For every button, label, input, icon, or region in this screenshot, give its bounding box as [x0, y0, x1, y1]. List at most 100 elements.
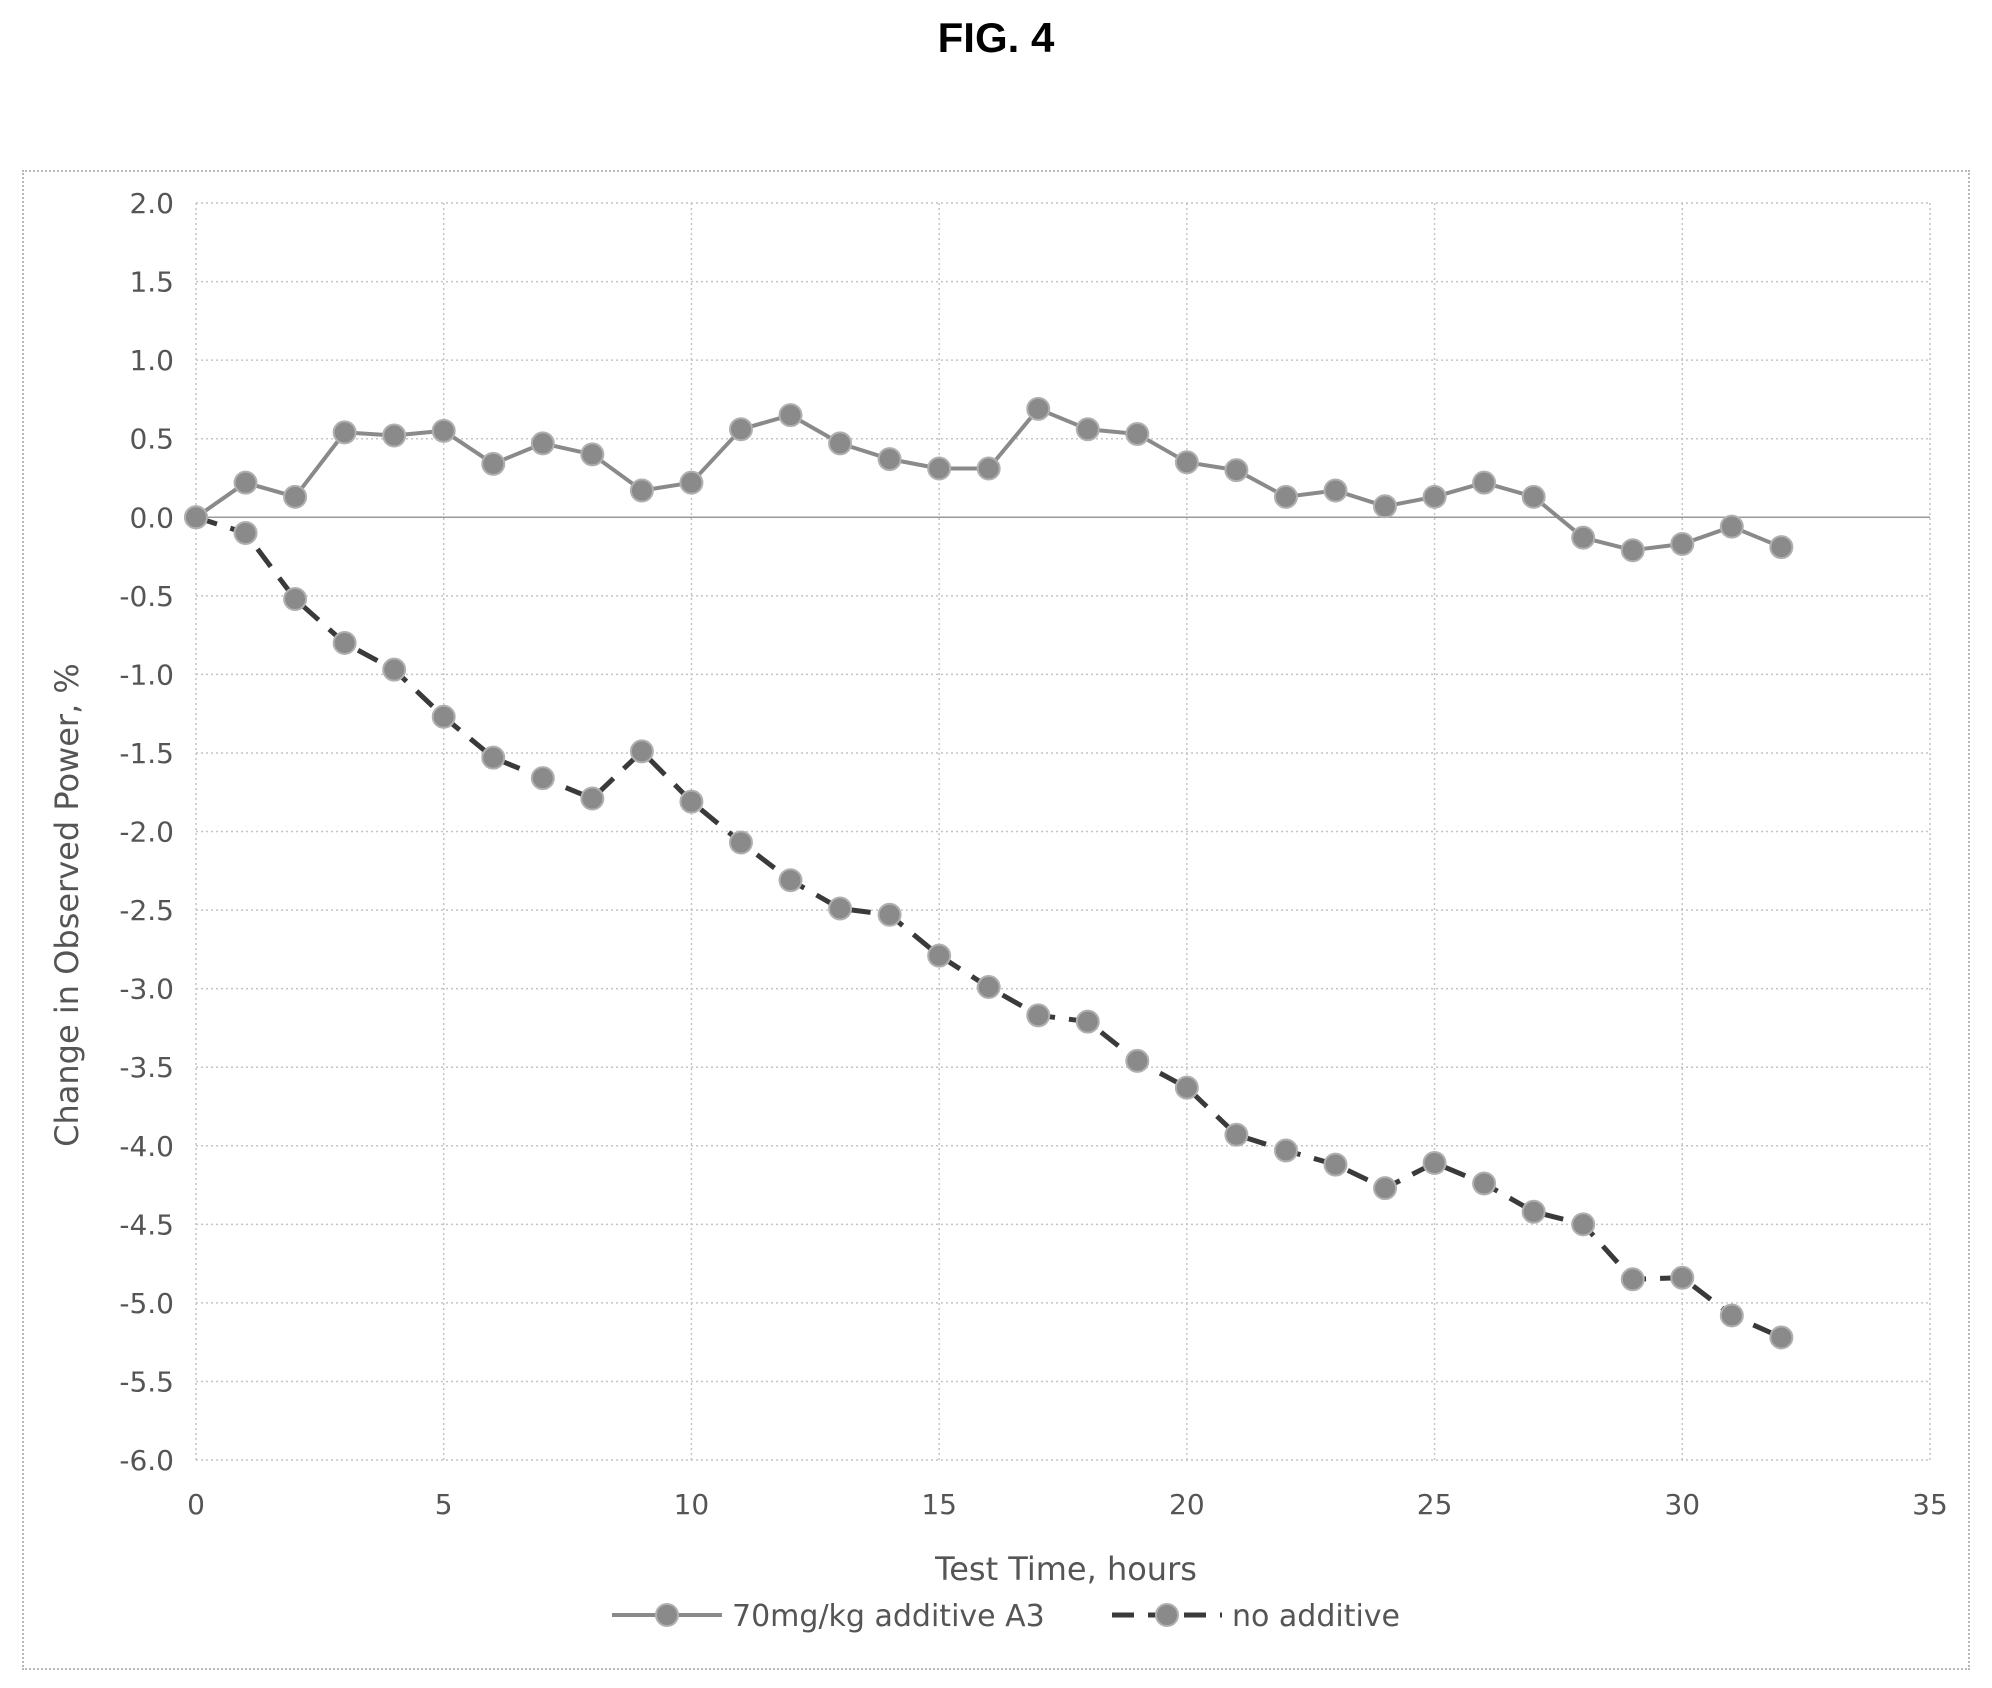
- series-2-point: [778, 868, 803, 893]
- y-tick-label: -5.0: [119, 1287, 174, 1320]
- series-2-point: [1224, 1122, 1249, 1147]
- axis-layer: 2.0 1.5 1.0 0.5 0.0 -0.5 -1.0 -1.5 -2.0 -2.5 -3.0 -…: [119, 187, 1947, 1521]
- y-tick-label: 1.5: [129, 266, 174, 299]
- x-tick-label: 15: [921, 1488, 957, 1521]
- series-1-point: [1224, 458, 1249, 483]
- series-1-point: [1521, 484, 1546, 509]
- series-1-point: [778, 403, 803, 428]
- series-2-point: [332, 630, 357, 655]
- legend-marker-2: [1155, 1603, 1179, 1627]
- chart-frame: [22, 170, 1970, 1670]
- series-2-point: [877, 902, 902, 927]
- series-2-point: [629, 739, 654, 764]
- y-tick-label: -6.0: [119, 1444, 174, 1477]
- y-tick-label: 2.0: [129, 187, 174, 220]
- series-2-point: [1323, 1152, 1348, 1177]
- y-tick-label: -3.0: [119, 973, 174, 1006]
- series-2-point: [233, 520, 258, 545]
- x-tick-label: 20: [1169, 1488, 1205, 1521]
- y-tick-label: -4.0: [119, 1130, 174, 1163]
- series-2-point: [1571, 1212, 1596, 1237]
- legend-marker-1: [655, 1603, 679, 1627]
- legend: 70mg/kg additive A3 no additive: [612, 1599, 1400, 1634]
- y-tick-label: -5.5: [119, 1365, 174, 1398]
- series-2-point: [530, 766, 555, 791]
- series-1-point: [530, 431, 555, 456]
- series-1-point: [877, 447, 902, 472]
- series-1-point: [1719, 514, 1744, 539]
- series-1-point: [1323, 478, 1348, 503]
- x-axis-title: Test Time, hours: [934, 1550, 1197, 1588]
- series-2-point: [1373, 1176, 1398, 1201]
- series-2-point: [1472, 1171, 1497, 1196]
- series-1-point: [828, 431, 853, 456]
- series-2-point: [184, 505, 208, 530]
- series-2-point: [828, 896, 853, 921]
- y-tick-label: -3.5: [119, 1051, 174, 1084]
- series-2-point: [1075, 1009, 1100, 1034]
- grid-layer: [195, 202, 1931, 1461]
- x-tick-label: 35: [1912, 1488, 1948, 1521]
- series-2-point: [382, 657, 407, 682]
- series-1-point: [1174, 450, 1199, 475]
- series-2-point: [976, 975, 1001, 1000]
- series-1-point: [1769, 535, 1794, 560]
- series-1-point: [431, 418, 456, 443]
- series-1-point: [728, 417, 753, 442]
- series-2-point: [1719, 1303, 1744, 1328]
- series-2-point: [580, 786, 605, 811]
- figure-title: FIG. 4: [937, 14, 1055, 61]
- y-tick-label: 0.0: [129, 501, 174, 534]
- x-tick-label: 10: [674, 1488, 710, 1521]
- series-1-point: [580, 442, 605, 467]
- series-2-point: [1174, 1075, 1199, 1100]
- series-1-point: [679, 470, 704, 495]
- series-1-point: [976, 456, 1001, 481]
- series-1-point: [1026, 396, 1051, 421]
- y-tick-label: 1.0: [129, 344, 174, 377]
- y-tick-label: -1.5: [119, 737, 174, 770]
- series-2-point: [1026, 1003, 1051, 1028]
- series-2-point: [283, 586, 308, 611]
- series-1-point: [283, 484, 308, 509]
- x-tick-label: 0: [187, 1488, 205, 1521]
- series-1-point: [1620, 538, 1645, 563]
- series-2-point: [1521, 1199, 1546, 1224]
- series-2-point: [481, 745, 506, 770]
- series-1-point: [1075, 417, 1100, 442]
- series-1-point: [332, 420, 357, 445]
- y-axis-title: Change in Observed Power, %: [48, 663, 86, 1147]
- legend-label-1: 70mg/kg additive A3: [732, 1599, 1045, 1634]
- series-1-point: [927, 456, 952, 481]
- series-2-point: [1769, 1325, 1794, 1350]
- y-tick-label: -2.5: [119, 894, 174, 927]
- series-1-point: [1373, 494, 1398, 519]
- series-1-point: [382, 423, 407, 448]
- x-tick-label: 5: [435, 1488, 453, 1521]
- y-tick-label: -2.0: [119, 816, 174, 849]
- series-2-point: [1422, 1151, 1447, 1176]
- series-2-point: [1273, 1138, 1298, 1163]
- series-1-point: [1273, 484, 1298, 509]
- y-tick-label: -1.0: [119, 658, 174, 691]
- series-2-point: [431, 704, 456, 729]
- legend-label-2: no additive: [1232, 1599, 1400, 1634]
- series-1-point: [1472, 470, 1497, 495]
- series-1-point: [233, 470, 258, 495]
- y-tick-label: -4.5: [119, 1208, 174, 1241]
- series-1-point: [1571, 525, 1596, 550]
- x-tick-label: 30: [1664, 1488, 1700, 1521]
- y-tick-label: 0.5: [129, 423, 174, 456]
- x-tick-label: 25: [1417, 1488, 1453, 1521]
- series-layer: [184, 396, 1794, 1350]
- series-2-point: [728, 830, 753, 855]
- series-1-point: [481, 451, 506, 476]
- series-2-point: [1620, 1267, 1645, 1292]
- series-2-point: [679, 789, 704, 814]
- y-tick-label: -0.5: [119, 580, 174, 613]
- series-1-point: [1422, 484, 1447, 509]
- series-2-point: [1125, 1048, 1150, 1073]
- series-2-point: [927, 943, 952, 968]
- series-1-point: [1125, 421, 1150, 446]
